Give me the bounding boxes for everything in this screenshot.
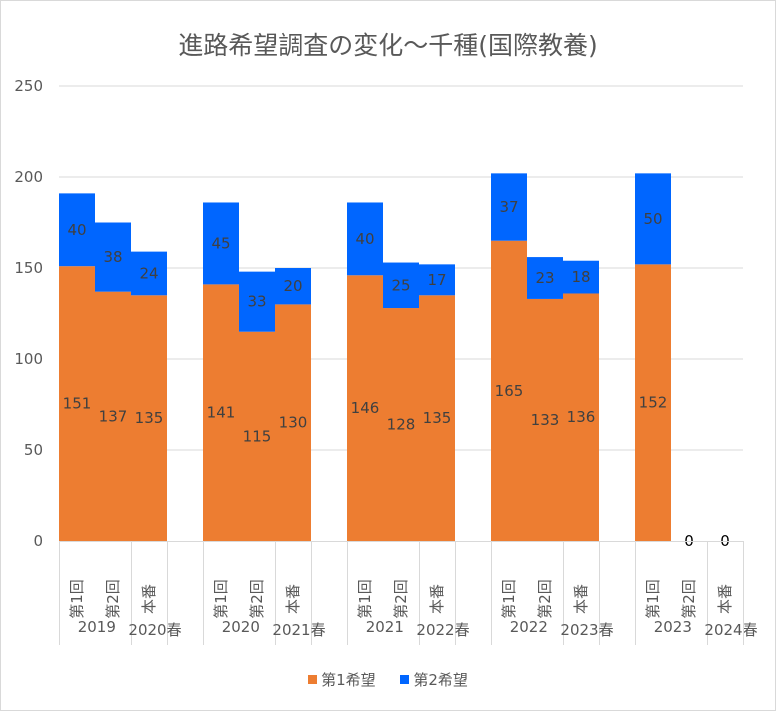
data-label-series-2: 23: [535, 269, 554, 287]
legend-item-series-2: 第2希望: [400, 669, 468, 690]
bar-series-2: [59, 193, 95, 267]
legend-label-series-2: 第2希望: [413, 671, 468, 689]
bar-series-1: [131, 295, 167, 541]
data-label-series-1: 136: [567, 408, 596, 426]
x-group-year-label: 2022: [510, 618, 548, 636]
data-label-series-2: 45: [211, 234, 230, 252]
bar-series-1: [95, 291, 131, 541]
data-label-series-2: 24: [139, 264, 158, 282]
data-label-series-2: 40: [355, 230, 374, 248]
bar-series-1: [239, 331, 275, 541]
bar-series-2: [419, 264, 455, 296]
bar-series-1: [347, 275, 383, 541]
bar-series-1: [563, 293, 599, 541]
bar-series-2: [635, 173, 671, 265]
bars: [59, 173, 671, 541]
x-group-spring-label: 2021春: [272, 621, 325, 639]
x-category-label: 本番: [284, 584, 302, 614]
data-label-series-2: 37: [499, 198, 518, 216]
data-label-series-1: 128: [387, 416, 416, 434]
x-category-label: 本番: [140, 584, 158, 614]
bar-series-1: [203, 284, 239, 541]
y-axis-ticks: 0 50 100 150 200 250: [14, 77, 43, 550]
bar-series-2: [239, 271, 275, 332]
bar-series-2: [275, 268, 311, 305]
legend-item-series-1: 第1希望: [308, 669, 376, 690]
bar-series-2: [203, 202, 239, 285]
bar-series-2: [491, 173, 527, 241]
bar-series-2: [563, 260, 599, 294]
x-group-year-label: 2020: [222, 618, 260, 636]
bar-series-2: [383, 262, 419, 309]
data-label-series-2: 33: [247, 293, 266, 311]
data-label-series-1: 130: [279, 414, 308, 432]
data-label-series-1: 115: [243, 427, 272, 445]
data-label-series-1: 137: [99, 407, 128, 425]
y-tick-label: 150: [14, 259, 43, 277]
bar-series-2: [527, 257, 563, 299]
data-label-series-2: 18: [571, 268, 590, 286]
data-label-series-2: 50: [643, 210, 662, 228]
bar-series-1: [635, 264, 671, 541]
x-group-year-label: 2021: [366, 618, 404, 636]
x-group-spring-label: 2023春: [560, 621, 613, 639]
data-label-series-2: 40: [67, 221, 86, 239]
data-label-series-1: 141: [207, 404, 236, 422]
bar-series-2: [347, 202, 383, 276]
y-tick-label: 0: [33, 532, 43, 550]
x-category-label: 第2回: [104, 579, 122, 619]
data-label-series-2: 25: [391, 276, 410, 294]
y-tick-label: 200: [14, 168, 43, 186]
x-category-label: 第2回: [248, 579, 266, 619]
x-group-spring-label: 2022春: [416, 621, 469, 639]
data-label-series-1: 133: [531, 411, 560, 429]
x-category-label: 本番: [716, 584, 734, 614]
legend-swatch-series-1: [308, 675, 318, 684]
bar-series-1: [383, 308, 419, 541]
chart-title: 進路希望調査の変化〜千種(国際教養): [178, 31, 598, 60]
bar-series-2: [95, 222, 131, 292]
data-label-series-1: 151: [63, 395, 92, 413]
bar-series-1: [59, 266, 95, 541]
data-label-series-1: 146: [351, 399, 380, 417]
bar-series-1: [491, 240, 527, 541]
bar-series-1: [527, 298, 563, 541]
data-label-series-2: 38: [103, 248, 122, 266]
y-tick-label: 100: [14, 350, 43, 368]
x-category-label: 第2回: [392, 579, 410, 619]
x-category-label: 第1回: [212, 579, 230, 619]
x-category-label: 第1回: [68, 579, 86, 619]
x-group-year-label: 2019: [78, 618, 116, 636]
y-tick-label: 50: [24, 441, 43, 459]
x-category-label: 本番: [572, 584, 590, 614]
data-labels: 151 40 137 38 135 24 141 45 115 33 130 20 146 40 128 25…: [63, 198, 730, 550]
data-label-series-1: 165: [495, 382, 524, 400]
x-category-label: 本番: [428, 584, 446, 614]
bar-series-1: [275, 304, 311, 541]
data-label-series-1: 135: [135, 409, 164, 427]
x-category-label: 第1回: [500, 579, 518, 619]
data-label-series-1: 152: [639, 394, 668, 412]
x-category-label: 第1回: [644, 579, 662, 619]
data-label-series-2: 20: [283, 277, 302, 295]
bar-series-2: [131, 251, 167, 296]
x-category-label: 第2回: [536, 579, 554, 619]
legend-label-series-1: 第1希望: [321, 671, 376, 689]
legend: 第1希望 第2希望: [0, 669, 776, 690]
legend-swatch-series-2: [400, 675, 410, 684]
bar-series-1: [419, 295, 455, 541]
x-category-label: 第2回: [680, 579, 698, 619]
x-group-spring-label: 2024春: [704, 621, 757, 639]
x-category-label: 第1回: [356, 579, 374, 619]
x-group-spring-label: 2020春: [128, 621, 181, 639]
data-label-series-2: 17: [427, 271, 446, 289]
data-label-series-1: 135: [423, 409, 452, 427]
y-tick-label: 250: [14, 77, 43, 95]
x-group-year-label: 2023: [654, 618, 692, 636]
